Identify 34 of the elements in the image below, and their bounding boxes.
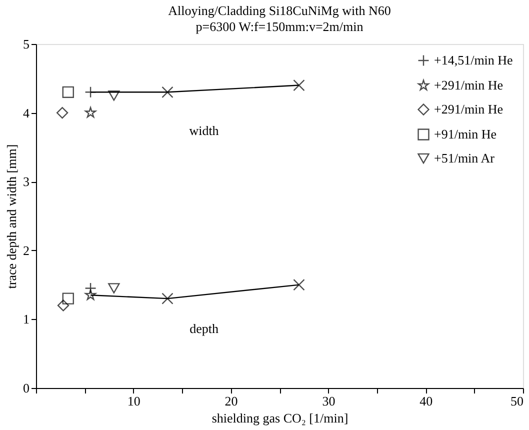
point bbox=[108, 90, 120, 101]
y-tick-label: 5 bbox=[23, 36, 30, 52]
x-tick-label: 30 bbox=[322, 394, 336, 408]
point bbox=[57, 300, 70, 312]
y-tick-label: 2 bbox=[23, 242, 30, 258]
point bbox=[84, 289, 96, 300]
point bbox=[162, 292, 174, 304]
y-tick-label: 4 bbox=[23, 105, 30, 120]
x-axis-title: shielding gas CO₂ [1/min] bbox=[212, 410, 348, 426]
chart-subtitle: p=6300 W:f=150mm:v=2m/min bbox=[196, 19, 364, 34]
y-tick-label: 0 bbox=[23, 380, 30, 396]
point bbox=[162, 86, 174, 98]
x-tick-label: 50 bbox=[510, 394, 524, 408]
legend-label: +91/min He bbox=[434, 126, 497, 142]
y-axis-title: trace depth and width [mm] bbox=[4, 144, 19, 289]
point bbox=[293, 278, 305, 291]
y-tick-label: 1 bbox=[23, 312, 30, 327]
x-tick-label: 20 bbox=[224, 394, 238, 408]
x-tick-label: 10 bbox=[127, 394, 140, 408]
legend-label: +291/min He bbox=[434, 78, 504, 92]
y-tick-label: 3 bbox=[23, 174, 30, 190]
point bbox=[56, 106, 68, 119]
legend-label: +51/min Ar bbox=[434, 150, 496, 166]
chart-title: Alloying/Cladding Si18CuNiMg with N60 bbox=[168, 3, 391, 18]
point bbox=[108, 283, 120, 294]
point bbox=[62, 86, 74, 98]
annotation: depth bbox=[190, 321, 219, 336]
legend-label: +14,51/min He bbox=[434, 52, 514, 68]
x-tick-label: 40 bbox=[420, 394, 433, 408]
legend-label: +291/min He bbox=[434, 102, 504, 116]
point bbox=[84, 106, 96, 118]
annotation: width bbox=[189, 123, 220, 138]
point bbox=[62, 292, 74, 304]
point bbox=[293, 79, 305, 92]
